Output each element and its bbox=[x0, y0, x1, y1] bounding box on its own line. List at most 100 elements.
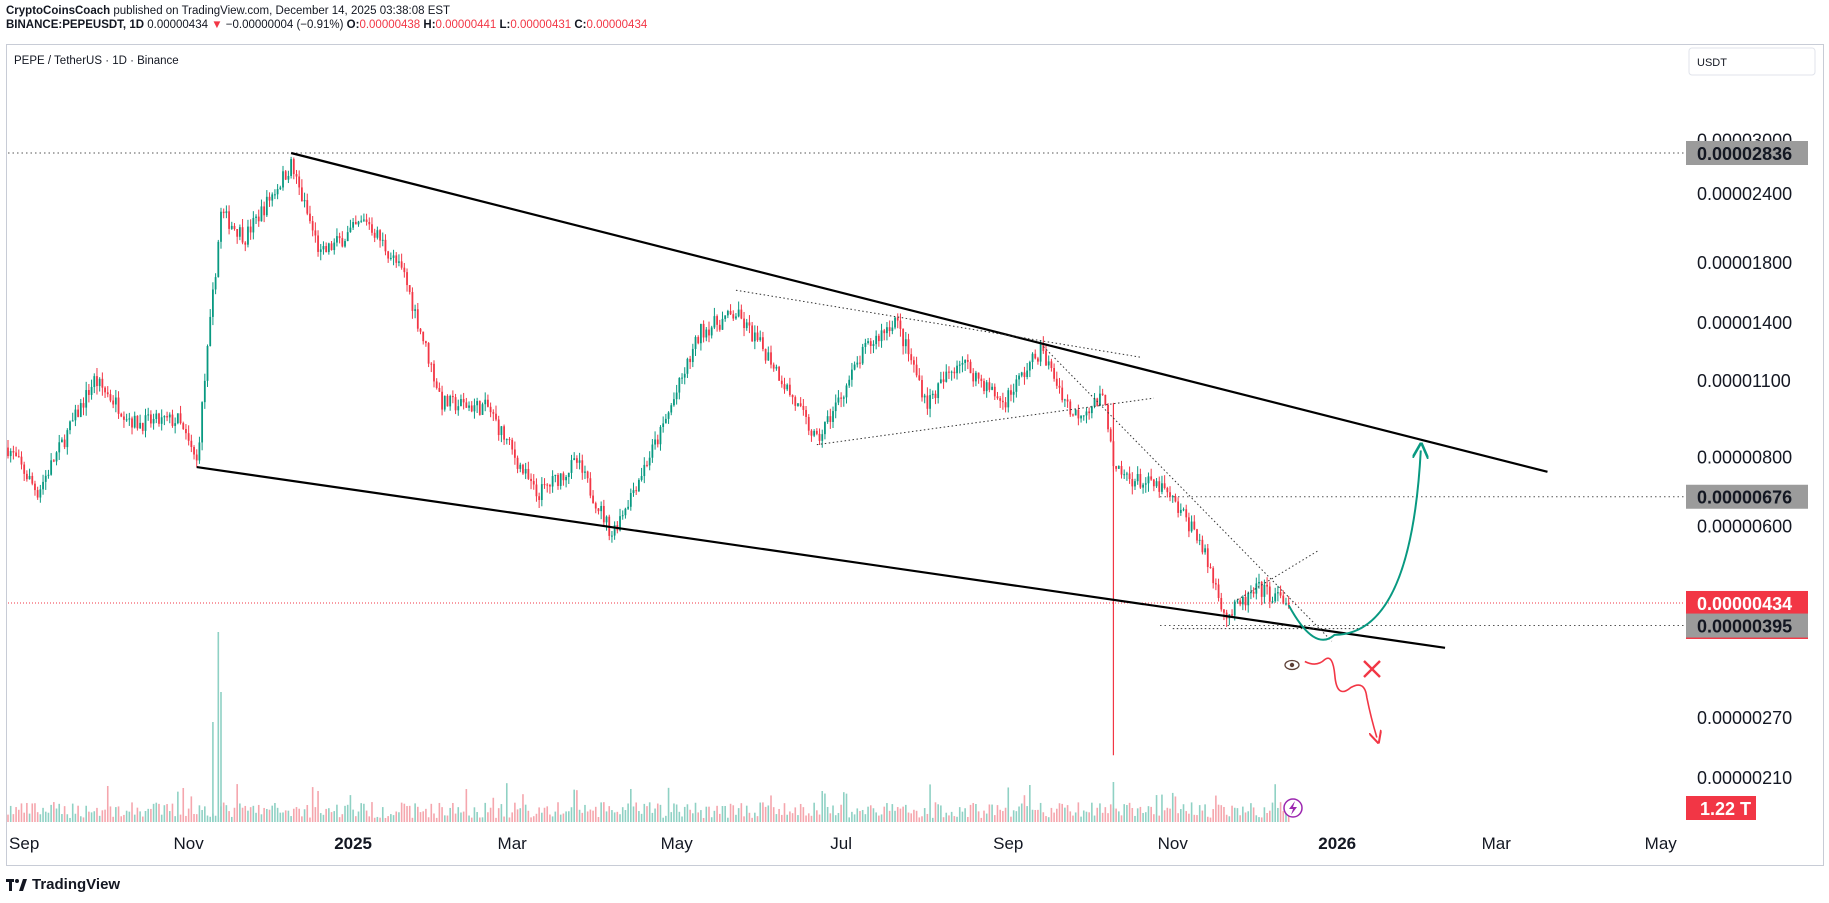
volume-spike bbox=[220, 692, 222, 822]
candle bbox=[1223, 609, 1225, 621]
time-axis[interactable]: Sep Nov 2025 Mar May Jul Sep Nov 2026 Mar May bbox=[9, 834, 1677, 853]
upper-channel-trendline[interactable] bbox=[290, 151, 1548, 473]
candle bbox=[392, 249, 395, 266]
lightning-icon[interactable] bbox=[1283, 798, 1303, 818]
candle-body bbox=[818, 433, 821, 441]
time-tick[interactable]: Mar bbox=[498, 834, 528, 853]
time-tick[interactable]: Mar bbox=[1482, 834, 1512, 853]
time-tick[interactable]: May bbox=[661, 834, 694, 853]
volume-bar bbox=[190, 796, 193, 822]
dotted-pattern-lines[interactable] bbox=[735, 289, 1362, 642]
volume-bar bbox=[999, 809, 1001, 822]
price-axis[interactable]: 0.000030000.000024000.000018000.00001400… bbox=[1697, 131, 1792, 788]
bearish-path[interactable] bbox=[1304, 657, 1377, 737]
price-tick[interactable]: 0.00000270 bbox=[1697, 708, 1792, 728]
volume-bar bbox=[476, 812, 478, 822]
candle-body bbox=[532, 481, 535, 485]
volume-bar bbox=[1252, 807, 1255, 822]
candle-body bbox=[1233, 601, 1236, 616]
time-tick[interactable]: May bbox=[1645, 834, 1678, 853]
time-tick[interactable]: Nov bbox=[174, 834, 205, 853]
candle bbox=[961, 356, 964, 373]
candle-body bbox=[341, 238, 344, 247]
candle bbox=[856, 356, 859, 368]
candle-body bbox=[74, 409, 77, 421]
volume-bar bbox=[42, 807, 44, 822]
candle-body bbox=[1158, 481, 1161, 492]
candle-body bbox=[284, 171, 287, 180]
candle-body bbox=[764, 349, 767, 361]
candle bbox=[198, 436, 201, 464]
candle-body bbox=[406, 272, 408, 286]
price-tick[interactable]: 0.00000210 bbox=[1697, 768, 1792, 788]
time-tick[interactable]: Sep bbox=[993, 834, 1023, 853]
volume-bar bbox=[28, 813, 31, 822]
time-tick[interactable]: 2025 bbox=[334, 834, 372, 853]
price-tick[interactable]: 0.00000600 bbox=[1697, 516, 1792, 536]
candle bbox=[910, 348, 913, 365]
time-tick[interactable]: Nov bbox=[1158, 834, 1189, 853]
price-tick[interactable]: 0.00002400 bbox=[1697, 184, 1792, 204]
price-tick[interactable]: 0.00001800 bbox=[1697, 253, 1792, 273]
candle bbox=[306, 193, 309, 216]
candle bbox=[93, 373, 96, 394]
candle-body bbox=[290, 159, 292, 176]
price-tick[interactable]: 0.00001400 bbox=[1697, 313, 1792, 333]
candle-body bbox=[705, 329, 708, 338]
volume-bar bbox=[255, 812, 257, 822]
volume-bar bbox=[349, 795, 352, 822]
candle-body bbox=[1152, 479, 1155, 487]
candle-body bbox=[152, 418, 155, 424]
candle bbox=[1104, 394, 1107, 406]
candle bbox=[1276, 585, 1279, 602]
trendlines[interactable] bbox=[196, 151, 1548, 649]
volume-bar bbox=[861, 809, 864, 822]
candle-body bbox=[740, 309, 743, 319]
price-tick[interactable]: 0.00000800 bbox=[1697, 447, 1792, 467]
candle bbox=[915, 356, 918, 378]
candle bbox=[1193, 515, 1196, 531]
pattern-line[interactable] bbox=[1040, 343, 1333, 642]
candle-body bbox=[201, 402, 204, 443]
price-tick[interactable]: 0.00001100 bbox=[1697, 371, 1791, 391]
candle bbox=[352, 218, 355, 230]
candle-body bbox=[1010, 390, 1012, 395]
volume-bar bbox=[1177, 813, 1179, 822]
volume-bar bbox=[222, 802, 225, 822]
tradingview-logo[interactable]: TradingView bbox=[6, 876, 120, 893]
eye-icon[interactable] bbox=[1284, 659, 1300, 671]
time-tick[interactable]: Sep bbox=[9, 834, 39, 853]
time-tick[interactable]: Jul bbox=[830, 834, 852, 853]
volume-bar bbox=[1260, 817, 1263, 822]
volume-bar bbox=[985, 813, 988, 822]
pattern-line[interactable] bbox=[735, 289, 1141, 358]
volume-bar bbox=[1147, 806, 1150, 822]
candle-body bbox=[837, 397, 840, 403]
volume-bar bbox=[182, 787, 185, 822]
bullish-path[interactable] bbox=[1287, 450, 1421, 641]
candle bbox=[44, 470, 47, 490]
volume-bar bbox=[136, 807, 139, 822]
candle bbox=[185, 424, 187, 440]
volume-bar bbox=[894, 810, 896, 822]
author-name[interactable]: CryptoCoinsCoach bbox=[6, 5, 111, 17]
volume-bar bbox=[1053, 812, 1055, 822]
pattern-line[interactable] bbox=[816, 397, 1154, 446]
candle bbox=[155, 409, 158, 424]
candle-body bbox=[664, 418, 667, 424]
volume-bar bbox=[1139, 806, 1142, 822]
volume-bar bbox=[104, 809, 106, 822]
currency-badge[interactable]: USDT bbox=[1688, 47, 1816, 76]
volume-bar bbox=[266, 809, 268, 822]
candle bbox=[597, 507, 600, 515]
volume-bar bbox=[727, 817, 729, 822]
volume-bar bbox=[7, 814, 9, 822]
lower-channel-trendline[interactable] bbox=[196, 466, 1446, 649]
candle-body bbox=[840, 397, 843, 399]
volume-bar bbox=[395, 811, 398, 822]
projection-paths[interactable] bbox=[1287, 450, 1421, 737]
volume-bar bbox=[365, 810, 368, 822]
candle-body bbox=[554, 474, 557, 477]
time-tick[interactable]: 2026 bbox=[1318, 834, 1356, 853]
